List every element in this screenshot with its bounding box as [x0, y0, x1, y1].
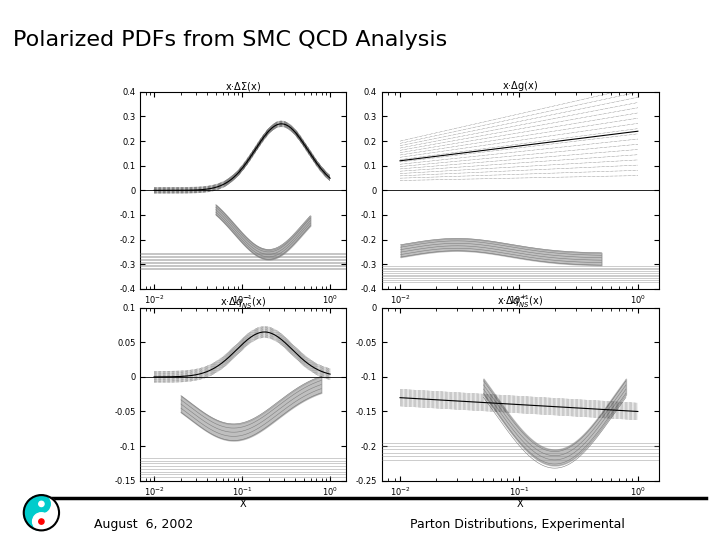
Title: x·$\Delta\Sigma$(x): x·$\Delta\Sigma$(x)	[225, 79, 261, 92]
Circle shape	[39, 501, 44, 507]
Wedge shape	[42, 495, 59, 530]
Wedge shape	[24, 495, 42, 530]
X-axis label: X: X	[240, 500, 246, 509]
Title: x·$\Delta q^-_{NS}$(x): x·$\Delta q^-_{NS}$(x)	[220, 295, 266, 310]
Circle shape	[32, 513, 50, 530]
Title: x·$\Delta q^+_{NS}$(x): x·$\Delta q^+_{NS}$(x)	[498, 294, 543, 310]
Text: August  6, 2002: August 6, 2002	[94, 518, 193, 531]
Circle shape	[32, 495, 50, 513]
Text: Polarized PDFs from SMC QCD Analysis: Polarized PDFs from SMC QCD Analysis	[13, 30, 447, 50]
Title: x·$\Delta$g(x): x·$\Delta$g(x)	[502, 79, 539, 93]
Circle shape	[39, 519, 44, 524]
X-axis label: X: X	[517, 500, 523, 509]
Text: Parton Distributions, Experimental: Parton Distributions, Experimental	[410, 518, 625, 531]
